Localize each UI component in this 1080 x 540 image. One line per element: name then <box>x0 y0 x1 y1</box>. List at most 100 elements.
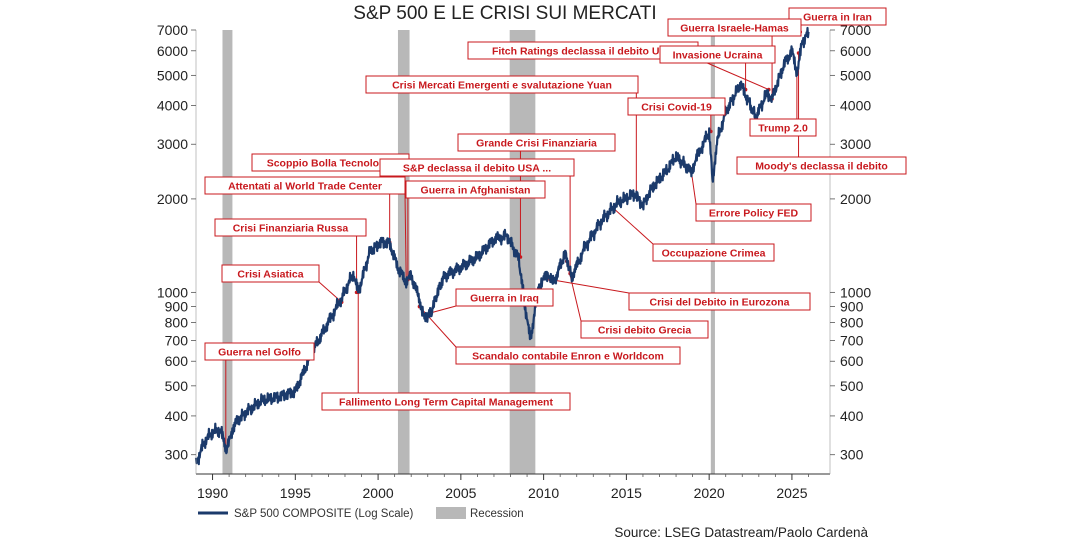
annotation: Scoppio Bolla Tecnologia <box>251 153 410 172</box>
annotation-box <box>628 292 811 311</box>
annotation-box <box>652 243 775 262</box>
annotation: Crisi Mercati Emergenti e svalutazione Y… <box>365 75 639 94</box>
y-tick-label-right: 700 <box>840 332 864 348</box>
y-tick-label-left: 1000 <box>157 284 188 300</box>
annotation-box <box>455 288 554 307</box>
annotation-label: Trump 2.0 <box>758 123 808 135</box>
annotation-label: Crisi Mercati Emergenti e svalutazione Y… <box>392 80 612 92</box>
x-tick-label: 2020 <box>694 485 725 501</box>
annotation: Trump 2.0 <box>749 118 817 137</box>
x-tick-label: 2005 <box>445 485 476 501</box>
annotation-leader <box>697 58 769 91</box>
annotation-box <box>627 97 726 116</box>
annotation-label: Guerra Israele-Hamas <box>680 23 789 35</box>
x-tick-label: 1990 <box>197 485 228 501</box>
x-tick-label: 2025 <box>776 485 807 501</box>
annotation-leader <box>430 305 457 314</box>
source-note: Source: LSEG Datastream/Paolo Cardenà <box>614 525 868 540</box>
annotation-leader <box>612 207 654 245</box>
annotation-box <box>695 203 812 222</box>
annotation-leader <box>550 279 630 294</box>
annotation-label: Invasione Ucraina <box>673 50 763 62</box>
y-tick-label-left: 6000 <box>157 43 188 59</box>
annotation: Occupazione Crimea <box>652 243 775 262</box>
annotation-box <box>580 320 709 339</box>
y-tick-label-right: 4000 <box>840 97 871 113</box>
y-tick-label-right: 3000 <box>840 136 871 152</box>
annotation-box <box>204 176 406 195</box>
y-tick-label-left: 4000 <box>157 97 188 113</box>
annotation: Crisi debito Grecia <box>580 320 709 339</box>
annotation-label: S&P declassa il debito USA ... <box>403 163 551 175</box>
y-tick-label-right: 1000 <box>840 284 871 300</box>
y-tick-label-right: 2000 <box>840 191 871 207</box>
annotation-label: Attentati al World Trade Center <box>228 181 382 193</box>
annotation-leader <box>404 193 407 283</box>
annotation-label: Crisi Asiatica <box>237 269 303 281</box>
y-tick-label-left: 300 <box>165 447 189 463</box>
y-tick-label-left: 3000 <box>157 136 188 152</box>
annotation: Guerra in Afghanistan <box>405 180 546 199</box>
chart-title: S&P 500 E LE CRISI SUI MERCATI <box>353 3 656 24</box>
annotation-label: Occupazione Crimea <box>662 248 766 260</box>
annotation-label: Errore Policy FED <box>709 208 799 220</box>
legend: S&P 500 COMPOSITE (Log Scale) Recession <box>198 507 524 520</box>
y-tick-label-right: 6000 <box>840 43 871 59</box>
annotation-box <box>321 392 571 411</box>
annotation-box <box>204 342 315 361</box>
x-tick-label: 2000 <box>363 485 394 501</box>
annotation: Crisi Covid-19 <box>627 97 726 116</box>
legend-series-label: S&P 500 COMPOSITE (Log Scale) <box>234 508 414 520</box>
annotation-label: Guerra nel Golfo <box>218 347 301 359</box>
annotation-label: Crisi del Debito in Eurozona <box>649 297 789 309</box>
annotation-label: Fallimento Long Term Capital Management <box>339 397 553 409</box>
y-tick-label-left: 900 <box>165 299 189 315</box>
annotation-box <box>221 264 320 283</box>
plot-frame <box>195 30 831 475</box>
x-tick-label: 2010 <box>528 485 559 501</box>
annotation-label: Scoppio Bolla Tecnologia <box>267 158 395 170</box>
y-tick-label-right: 900 <box>840 299 864 315</box>
annotation-box <box>788 7 887 26</box>
annotation-box <box>455 346 681 365</box>
annotation-label: Guerra in Afghanistan <box>421 185 531 197</box>
y-tick-label-left: 700 <box>165 332 189 348</box>
y-tick-label-right: 5000 <box>840 67 871 83</box>
y-tick-label-right: 800 <box>840 314 864 330</box>
y-tick-label-left: 500 <box>165 378 189 394</box>
y-tick-label-right: 500 <box>840 378 864 394</box>
legend-recession-label: Recession <box>470 508 524 520</box>
annotation-boxes: Guerra in Iran Guerra Israele-Hamas Fitch … <box>204 7 907 411</box>
recession-band-0 <box>222 30 233 474</box>
annotation-label: Moody's declassa il debito <box>755 161 888 173</box>
x-tick-label: 2015 <box>611 485 642 501</box>
annotation: Fallimento Long Term Capital Management <box>321 392 571 411</box>
series-layer <box>194 26 810 466</box>
annotation-leader <box>318 281 343 303</box>
annotation: Guerra in Iraq <box>455 288 554 307</box>
annotation: S&P declassa il debito USA ... <box>379 158 575 177</box>
annotation-leader <box>566 261 582 322</box>
y-tick-label-right: 7000 <box>840 22 871 38</box>
y-tick-label-left: 5000 <box>157 67 188 83</box>
annotation-box <box>457 133 616 152</box>
annotation: Guerra nel Golfo <box>204 342 315 361</box>
annotation: Crisi Asiatica <box>221 264 320 283</box>
legend-recession-swatch <box>436 507 466 519</box>
y-tick-label-left: 400 <box>165 408 189 424</box>
annotation-label: Crisi debito Grecia <box>598 325 692 337</box>
annotation-label: Guerra in Iran <box>803 12 872 24</box>
annotation-label: Fitch Ratings declassa il debito USA <box>492 46 674 58</box>
y-tick-label-right: 300 <box>840 447 864 463</box>
annotation-box <box>365 75 639 94</box>
annotation-label: Crisi Finanziaria Russa <box>233 223 349 235</box>
annotation: Crisi Finanziaria Russa <box>214 218 367 237</box>
annotation-label: Guerra in Iraq <box>470 293 539 305</box>
annotation-box <box>659 45 776 64</box>
annotation: Crisi del Debito in Eurozona <box>628 292 811 311</box>
annotation: Scandalo contabile Enron e Worldcom <box>455 346 681 365</box>
y-tick-label-left: 7000 <box>157 22 188 38</box>
annotation: Moody's declassa il debito <box>736 156 907 175</box>
